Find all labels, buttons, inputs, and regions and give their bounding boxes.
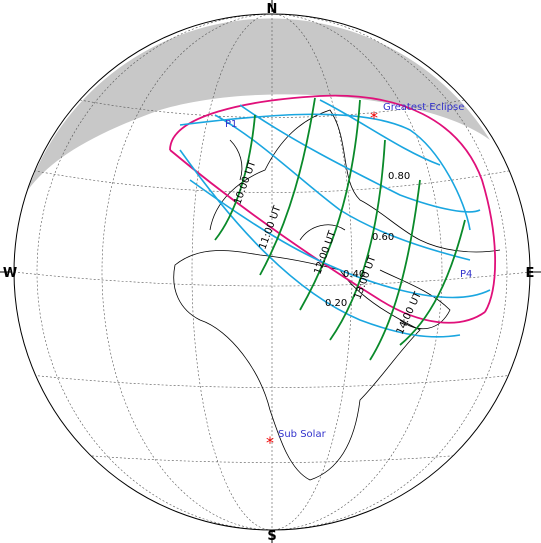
magnitude-label: 0.20 (325, 298, 347, 309)
sub-solar-marker: * (266, 433, 274, 452)
sub-solar-label: Sub Solar (278, 429, 327, 440)
east: E (526, 266, 535, 281)
magnitude-label: 0.80 (388, 171, 410, 182)
eclipse-curves (169, 94, 497, 361)
greatest-eclipse-label: Greatest Eclipse (383, 102, 464, 113)
north: N (267, 2, 278, 17)
night-shade (28, 18, 490, 190)
p1-label: P1 (225, 119, 237, 130)
magnitude-label: 0.60 (372, 232, 394, 243)
greatest-eclipse-marker: * (370, 108, 378, 127)
south: S (267, 529, 276, 543)
p4-label: P4 (460, 269, 472, 280)
magnitude-label: 0.40 (343, 269, 365, 280)
coastlines (173, 109, 501, 481)
west: W (3, 266, 17, 281)
graticule (14, 14, 530, 530)
globe-body (14, 14, 530, 530)
